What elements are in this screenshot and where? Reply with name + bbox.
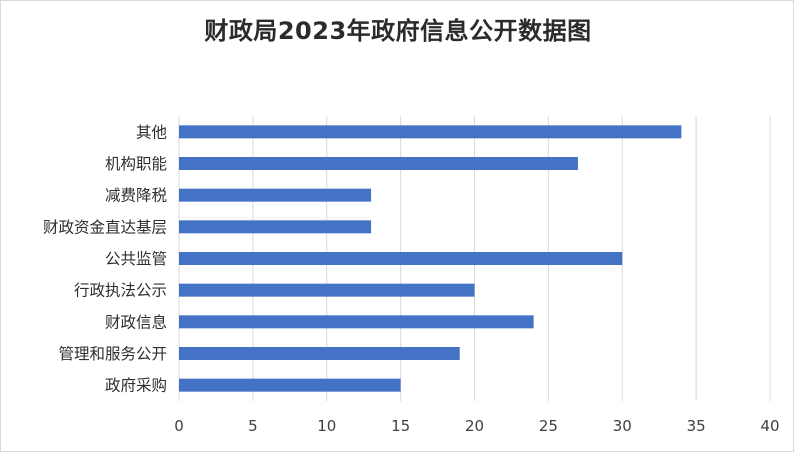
category-label: 管理和服务公开: [58, 345, 167, 363]
value-axis-labels: 0 5 10 15 20 25 30 35 40: [174, 417, 779, 435]
x-tick-label: 5: [248, 417, 258, 435]
bar: [179, 283, 475, 297]
category-label: 财政资金直达基层: [43, 218, 167, 236]
bar: [179, 315, 534, 329]
bar: [179, 188, 372, 202]
category-axis-labels: 其他机构职能减费降税财政资金直达基层公共监管行政执法公示财政信息管理和服务公开政…: [43, 123, 167, 394]
x-tick-label: 20: [465, 417, 484, 435]
category-label: 财政信息: [105, 313, 167, 331]
category-label: 政府采购: [105, 377, 167, 395]
category-label: 机构职能: [105, 155, 167, 173]
x-tick-label: 30: [613, 417, 632, 435]
x-tick-label: 10: [317, 417, 336, 435]
x-tick-label: 35: [687, 417, 706, 435]
x-tick-label: 0: [174, 417, 184, 435]
category-label: 减费降税: [105, 187, 167, 205]
x-tick-label: 15: [391, 417, 410, 435]
category-label: 其他: [136, 123, 167, 141]
bar-layer: [179, 125, 682, 392]
bar: [179, 378, 401, 392]
x-tick-label: 25: [539, 417, 558, 435]
bar: [179, 220, 372, 234]
x-tick-label: 40: [760, 417, 779, 435]
bar: [179, 157, 578, 170]
category-label: 公共监管: [105, 250, 167, 268]
chart-title: 财政局2023年政府信息公开数据图: [204, 17, 592, 45]
bar: [179, 252, 623, 265]
bar: [179, 125, 682, 139]
category-label: 行政执法公示: [74, 282, 167, 300]
bar: [179, 347, 460, 360]
